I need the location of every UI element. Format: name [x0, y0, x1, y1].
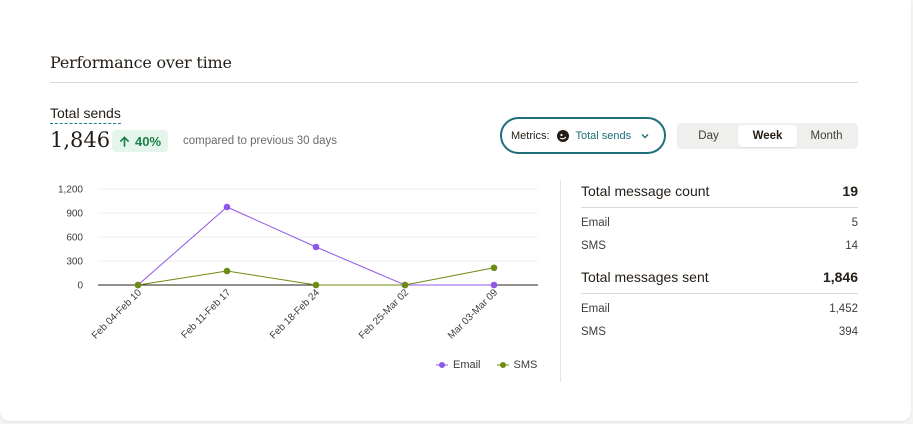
- count-sms-row: SMS 14: [581, 240, 858, 252]
- total-message-count-label: Total message count: [581, 183, 710, 199]
- arrow-up-icon: [120, 135, 129, 147]
- y-tick-label: 300: [66, 257, 83, 268]
- total-messages-sent-label: Total messages sent: [581, 269, 709, 285]
- legend-sms[interactable]: SMS: [496, 359, 538, 371]
- x-tick-label: Feb 11-Feb 17: [179, 287, 233, 341]
- total-messages-sent-value: 1,846: [822, 269, 858, 285]
- data-point-sms[interactable]: [223, 267, 231, 275]
- section-title: Performance over time: [50, 53, 232, 72]
- count-email-value: 5: [851, 217, 858, 229]
- chevron-down-icon: [641, 133, 649, 138]
- legend-email-label: Email: [453, 359, 481, 371]
- count-sms-value: 14: [845, 240, 858, 252]
- y-tick-label: 900: [66, 209, 83, 220]
- data-point-sms[interactable]: [312, 281, 320, 289]
- count-email-label: Email: [581, 217, 610, 229]
- y-tick-label: 1,200: [58, 185, 83, 196]
- metric-label[interactable]: Total sends: [50, 105, 121, 124]
- stat-divider: [581, 207, 858, 208]
- count-email-row: Email 5: [581, 217, 858, 229]
- y-tick-label: 0: [77, 281, 83, 292]
- section-divider: [50, 82, 858, 83]
- total-message-count-value: 19: [842, 183, 858, 199]
- toggle-week[interactable]: Week: [738, 125, 797, 147]
- sent-email-row: Email 1,452: [581, 303, 858, 315]
- x-tick-label: Mar 03-Mar 09: [446, 287, 500, 341]
- data-point-email[interactable]: [312, 243, 320, 251]
- performance-chart: 0 300 600 900 1,200 Feb 04-Feb 10 Feb 11-Feb 1…: [58, 185, 538, 342]
- metrics-dropdown-value: Total sends: [575, 129, 632, 142]
- metrics-dropdown[interactable]: Metrics: Total sends: [500, 117, 666, 154]
- y-tick-label: 600: [66, 233, 83, 244]
- legend-email[interactable]: Email: [436, 359, 481, 371]
- x-tick-label: Feb 04-Feb 10: [90, 287, 144, 341]
- x-tick-label: Feb 25-Mar 02: [357, 287, 411, 341]
- toggle-month[interactable]: Month: [810, 130, 843, 142]
- compare-text: compared to previous 30 days: [183, 135, 338, 147]
- mailchimp-icon: [556, 129, 569, 142]
- sent-sms-label: SMS: [581, 326, 606, 338]
- data-point-email[interactable]: [223, 203, 231, 211]
- legend-email-marker: [436, 362, 448, 368]
- change-value: 40%: [135, 133, 162, 149]
- data-point-sms[interactable]: [490, 264, 498, 272]
- count-sms-label: SMS: [581, 240, 606, 252]
- metrics-dropdown-label: Metrics:: [511, 129, 550, 142]
- legend-sms-label: SMS: [513, 359, 538, 371]
- sent-email-value: 1,452: [829, 303, 858, 315]
- total-message-count: Total message count 19: [581, 183, 858, 199]
- change-badge: 40%: [112, 130, 169, 152]
- sent-email-label: Email: [581, 303, 610, 315]
- x-tick-label: Feb 18-Feb 24: [268, 287, 322, 341]
- time-range-toggle: Day Week Month: [677, 123, 858, 149]
- total-messages-sent: Total messages sent 1,846: [581, 269, 858, 285]
- sent-sms-value: 394: [838, 326, 858, 338]
- chart-legend: Email SMS: [436, 359, 537, 371]
- data-point-sms[interactable]: [401, 281, 409, 289]
- sent-sms-row: SMS 394: [581, 326, 858, 338]
- data-point-email[interactable]: [490, 281, 498, 289]
- stat-divider: [581, 293, 858, 294]
- toggle-day[interactable]: Day: [698, 130, 719, 142]
- data-point-sms[interactable]: [134, 281, 142, 289]
- chart-divider: [560, 180, 561, 382]
- legend-sms-marker: [496, 362, 509, 368]
- metric-value: 1,846: [50, 128, 111, 152]
